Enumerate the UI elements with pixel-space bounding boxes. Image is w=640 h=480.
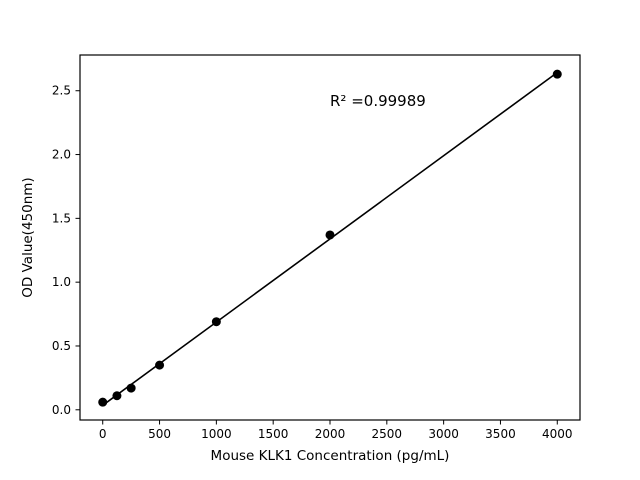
y-tick-label: 0.5 [52, 339, 71, 353]
y-tick-label: 2.5 [52, 84, 71, 98]
plot-border [79, 54, 581, 421]
data-point [325, 230, 335, 240]
x-tick-label: 3500 [485, 427, 516, 441]
data-point [211, 317, 221, 327]
y-tick-label: 1.5 [52, 211, 71, 225]
data-point [155, 360, 165, 370]
data-point [112, 391, 122, 401]
x-tick-label: 0 [99, 427, 107, 441]
x-tick-label: 2500 [372, 427, 403, 441]
y-axis-label: OD Value(450nm) [20, 177, 36, 297]
x-tick-label: 4000 [542, 427, 573, 441]
x-tick-label: 3000 [428, 427, 459, 441]
r-squared-annotation: R² =0.99989 [330, 92, 426, 110]
data-point [98, 397, 108, 407]
x-axis-label: Mouse KLK1 Concentration (pg/mL) [211, 448, 450, 464]
x-tick-label: 2000 [315, 427, 346, 441]
x-tick-label: 500 [148, 427, 171, 441]
x-tick-label: 1000 [201, 427, 232, 441]
y-tick-label: 0.0 [52, 403, 71, 417]
y-tick-label: 1.0 [52, 275, 71, 289]
x-tick-label: 1500 [258, 427, 289, 441]
y-tick-label: 2.0 [52, 148, 71, 162]
data-point [126, 383, 136, 393]
data-point [552, 69, 562, 79]
